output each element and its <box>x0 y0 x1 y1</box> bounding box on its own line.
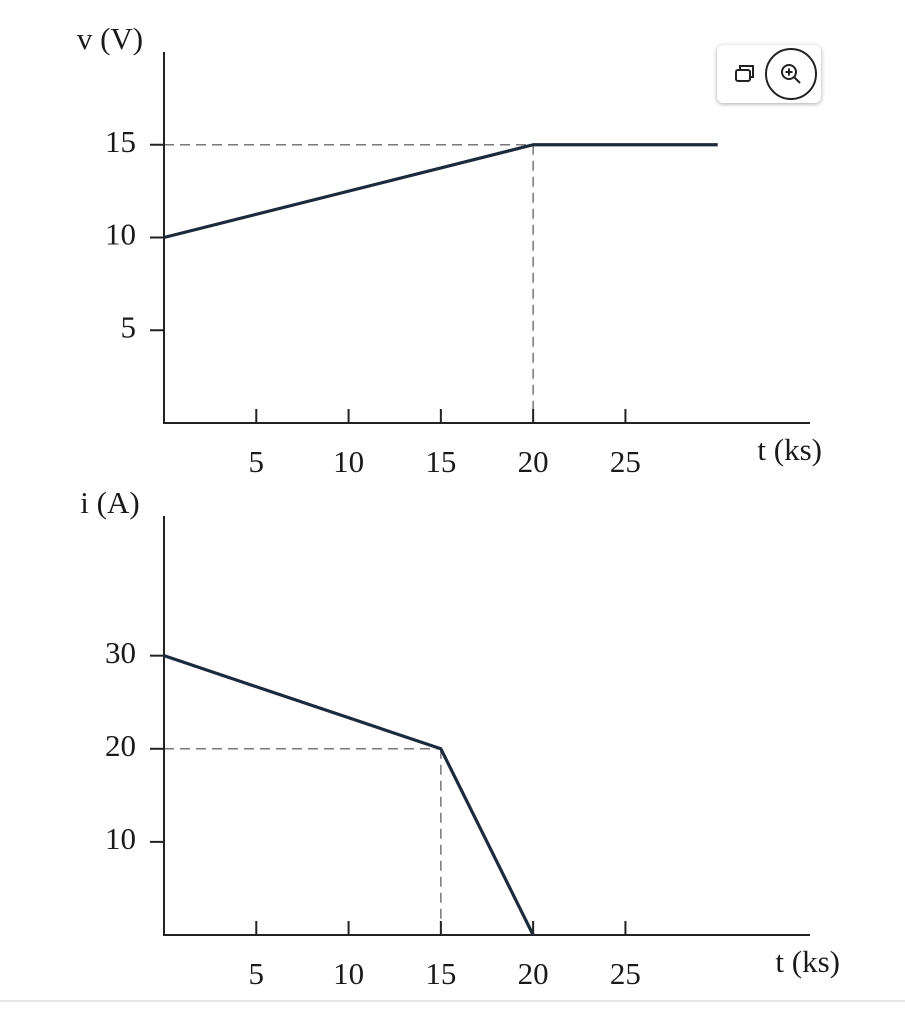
x-tick-label: 25 <box>610 444 641 479</box>
axes <box>163 516 810 936</box>
x-tick-label: 20 <box>518 444 549 479</box>
y-tick-label: 15 <box>105 124 136 159</box>
y-tick-label: 20 <box>105 728 136 763</box>
zoom-button[interactable] <box>765 48 817 100</box>
toolbar-icons <box>735 48 817 100</box>
x-tick-label: 10 <box>333 444 364 479</box>
x-tick-label: 5 <box>249 956 265 991</box>
y-axis-label: i (A) <box>80 485 139 520</box>
axes <box>163 52 810 424</box>
gallery-icon[interactable] <box>735 65 754 82</box>
y-axis-label: v (V) <box>77 21 143 56</box>
y-tick-label: 30 <box>105 635 136 670</box>
data-line <box>163 654 535 936</box>
x-tick-label: 10 <box>333 956 364 991</box>
x-axis-label: t (ks) <box>757 432 822 467</box>
x-axis-label: t (ks) <box>775 944 840 979</box>
x-tick-label: 25 <box>610 956 641 991</box>
x-tick-label: 5 <box>249 444 265 479</box>
y-tick-label: 10 <box>105 821 136 856</box>
data-line <box>163 143 718 240</box>
x-tick-label: 15 <box>425 444 456 479</box>
x-tick-label: 20 <box>518 956 549 991</box>
y-tick-label: 5 <box>121 309 137 344</box>
x-tick-label: 15 <box>425 956 456 991</box>
image-toolbar <box>717 45 821 103</box>
y-tick-label: 10 <box>105 217 136 252</box>
